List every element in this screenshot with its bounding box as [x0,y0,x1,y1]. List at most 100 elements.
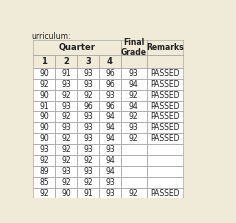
Bar [121,55,147,68]
Bar [147,90,183,101]
Bar [77,166,99,177]
Bar [99,101,121,112]
Text: 94: 94 [129,80,139,89]
Text: 90: 90 [39,112,49,121]
Bar [55,90,77,101]
Text: 93: 93 [83,112,93,121]
Bar [121,144,147,155]
Text: 90: 90 [39,69,49,78]
Text: PASSED: PASSED [150,123,180,132]
Bar [121,112,147,122]
Text: Quarter: Quarter [59,43,96,52]
Bar [33,166,55,177]
Bar [77,122,99,133]
Bar [121,101,147,112]
Text: 93: 93 [83,134,93,143]
Bar [147,55,183,68]
Bar [147,133,183,144]
Bar [99,155,121,166]
Bar [121,68,147,79]
Text: 96: 96 [105,101,115,111]
Bar [99,166,121,177]
Bar [147,155,183,166]
Bar [55,155,77,166]
Bar [99,188,121,198]
Bar [77,68,99,79]
Bar [55,177,77,188]
Text: PASSED: PASSED [150,69,180,78]
Bar [121,188,147,198]
Text: 91: 91 [39,101,49,111]
Bar [55,144,77,155]
Text: 93: 93 [61,101,71,111]
Bar [33,144,55,155]
Bar [147,166,183,177]
Bar [55,79,77,90]
Text: 92: 92 [39,80,49,89]
Text: 85: 85 [39,178,49,187]
Bar [55,55,77,68]
Bar [77,79,99,90]
Text: 90: 90 [39,123,49,132]
Bar [99,79,121,90]
Bar [121,166,147,177]
Text: PASSED: PASSED [150,80,180,89]
Text: 93: 93 [83,80,93,89]
Text: 92: 92 [129,91,139,100]
Text: 92: 92 [129,134,139,143]
Text: 94: 94 [105,123,115,132]
Bar [99,112,121,122]
Bar [121,90,147,101]
Text: 93: 93 [105,91,115,100]
Text: 90: 90 [39,91,49,100]
Text: 90: 90 [39,134,49,143]
Text: 93: 93 [61,123,71,132]
Text: 92: 92 [39,188,49,198]
Text: 2: 2 [63,57,69,66]
Text: 94: 94 [105,167,115,176]
Bar [55,133,77,144]
Text: urriculum:: urriculum: [31,32,71,41]
Bar [77,144,99,155]
Text: 96: 96 [105,69,115,78]
Bar [33,90,55,101]
Text: 90: 90 [61,188,71,198]
Bar [33,55,55,68]
Bar [121,155,147,166]
Text: 92: 92 [83,91,93,100]
Bar [77,155,99,166]
Text: 92: 92 [61,134,71,143]
Bar [99,68,121,79]
Text: 92: 92 [61,156,71,165]
Bar [77,112,99,122]
Text: 92: 92 [39,156,49,165]
Bar [77,188,99,198]
Text: 93: 93 [105,178,115,187]
Bar [147,79,183,90]
Text: 93: 93 [39,145,49,154]
Text: 93: 93 [105,188,115,198]
Text: 94: 94 [129,101,139,111]
Text: 94: 94 [105,134,115,143]
Text: PASSED: PASSED [150,188,180,198]
Text: PASSED: PASSED [150,134,180,143]
Text: 92: 92 [129,188,139,198]
Text: 4: 4 [107,57,113,66]
Text: 92: 92 [61,112,71,121]
Bar [99,133,121,144]
Text: 1: 1 [41,57,47,66]
Bar [121,177,147,188]
Text: 92: 92 [83,156,93,165]
Bar [147,41,183,55]
Bar [99,55,121,68]
Text: 91: 91 [61,69,71,78]
Text: 93: 93 [83,69,93,78]
Bar [77,177,99,188]
Bar [99,177,121,188]
Bar [33,68,55,79]
Bar [147,188,183,198]
Bar [99,122,121,133]
Text: 92: 92 [61,145,71,154]
Text: Remarks: Remarks [146,43,184,52]
Bar [33,188,55,198]
